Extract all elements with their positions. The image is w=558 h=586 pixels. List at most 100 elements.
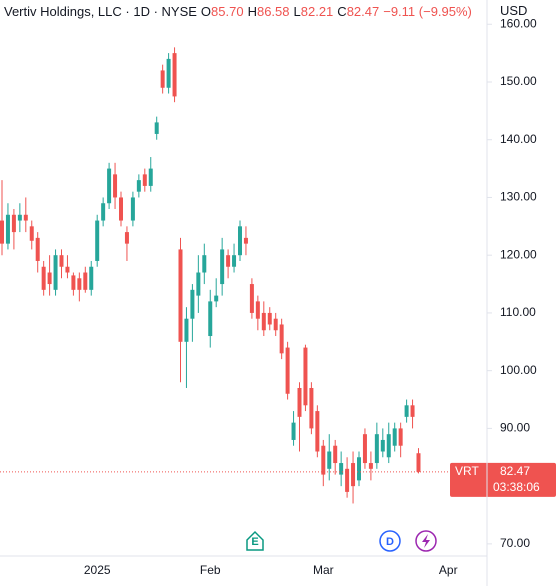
candle-body bbox=[220, 249, 225, 285]
candle-body bbox=[398, 428, 403, 446]
dividend-letter[interactable]: D bbox=[386, 536, 394, 548]
y-tick-label: 160.00 bbox=[500, 16, 537, 30]
price-tag-symbol: VRT bbox=[455, 464, 479, 478]
candle-body bbox=[202, 255, 207, 273]
candle-body bbox=[404, 405, 409, 417]
dividend-event[interactable]: D bbox=[379, 530, 401, 552]
x-tick-label: Mar bbox=[313, 563, 334, 577]
candle-body bbox=[113, 174, 118, 198]
legend-header: Vertiv Holdings, LLC · 1D · NYSE O85.70 … bbox=[4, 2, 472, 20]
candle-body bbox=[29, 226, 34, 241]
x-tick-label: Feb bbox=[200, 563, 221, 577]
x-tick-label: Apr bbox=[439, 563, 458, 577]
candle-body bbox=[184, 318, 189, 342]
candle-body bbox=[249, 284, 254, 313]
candle-body bbox=[226, 255, 231, 267]
candle-body bbox=[357, 457, 361, 481]
candle-body bbox=[380, 439, 385, 452]
candle-body bbox=[410, 405, 415, 417]
ohlc-key: C bbox=[337, 3, 347, 19]
candle-body bbox=[136, 180, 141, 192]
candle-body bbox=[83, 272, 88, 290]
price-tag-countdown: 03:38:06 bbox=[493, 480, 540, 494]
candle-body bbox=[232, 255, 237, 267]
ohlc-open: O85.70 bbox=[201, 4, 244, 19]
candle-body bbox=[315, 411, 320, 452]
candle-body bbox=[77, 278, 82, 290]
ohlc-value: 86.58 bbox=[256, 3, 290, 19]
ohlc-high: H86.58 bbox=[248, 4, 290, 19]
candle-body bbox=[89, 266, 94, 290]
candle-body bbox=[166, 58, 171, 88]
candle-body bbox=[35, 237, 40, 261]
candle-body bbox=[255, 301, 260, 319]
candle-body bbox=[392, 428, 397, 446]
candle-body bbox=[172, 53, 177, 97]
y-tick-label: 140.00 bbox=[500, 132, 537, 146]
y-tick-label: 150.00 bbox=[500, 74, 537, 88]
candle-body bbox=[267, 312, 272, 325]
currency[interactable]: USD bbox=[500, 3, 528, 18]
candle-body bbox=[23, 214, 28, 221]
candle-body bbox=[374, 434, 379, 464]
candle-body bbox=[368, 463, 373, 469]
x-tick-label: 2025 bbox=[84, 563, 111, 577]
candle-body bbox=[327, 451, 332, 469]
candle-body bbox=[95, 220, 100, 261]
candle-body bbox=[321, 445, 326, 475]
candle-body bbox=[160, 70, 165, 88]
ohlc-value: 82.21 bbox=[300, 3, 334, 19]
plot: 70.0080.0090.00100.00110.00120.00130.001… bbox=[0, 16, 556, 577]
candle-body bbox=[243, 237, 248, 244]
candle-body bbox=[285, 347, 290, 394]
candle-body bbox=[279, 324, 284, 354]
ohlc-key: H bbox=[247, 3, 257, 19]
candle-body bbox=[214, 295, 219, 302]
candle-body bbox=[101, 203, 106, 221]
earnings-icon[interactable] bbox=[246, 530, 264, 551]
ohlc-value: 85.70 bbox=[211, 3, 244, 19]
candle-body bbox=[148, 168, 153, 186]
change: −9.11 (−9.95%) bbox=[383, 3, 472, 19]
candle-body bbox=[130, 197, 135, 221]
candle-body bbox=[333, 445, 338, 464]
candle-body bbox=[5, 214, 10, 244]
y-tick-label: 90.00 bbox=[500, 421, 530, 435]
candle-body bbox=[273, 318, 278, 331]
candle-body bbox=[208, 301, 213, 337]
candle-body bbox=[142, 174, 147, 186]
candle-body bbox=[309, 387, 314, 429]
candle-body bbox=[190, 289, 195, 319]
y-tick-label: 130.00 bbox=[500, 190, 537, 204]
ohlc-close: C82.47 bbox=[337, 4, 379, 19]
price-tag bbox=[450, 462, 556, 497]
candle-body bbox=[362, 434, 367, 464]
y-tick-label: 120.00 bbox=[500, 247, 537, 261]
split-event[interactable] bbox=[415, 530, 437, 552]
candle-body bbox=[303, 347, 308, 406]
candle-body bbox=[11, 214, 16, 233]
candle-body bbox=[386, 434, 391, 458]
candle-body bbox=[196, 272, 201, 296]
candle-body bbox=[291, 422, 296, 440]
candle-body bbox=[416, 453, 421, 472]
candle-body bbox=[351, 463, 356, 487]
candle-body bbox=[238, 226, 242, 256]
earnings-event[interactable]: E bbox=[246, 530, 264, 551]
symbol-name: Vertiv Holdings, LLC · 1D · NYSE bbox=[4, 3, 197, 19]
lightning-icon bbox=[422, 534, 430, 548]
earnings-letter[interactable]: E bbox=[251, 536, 258, 548]
candle-body bbox=[124, 232, 129, 244]
candle-body bbox=[107, 168, 112, 204]
candle-body bbox=[41, 266, 46, 290]
candle-body bbox=[178, 249, 183, 342]
candle-body bbox=[17, 214, 22, 221]
candle-body bbox=[154, 122, 159, 134]
y-tick-label: 70.00 bbox=[500, 536, 530, 550]
price-tag-price: 82.47 bbox=[500, 464, 530, 478]
dividend-icon[interactable] bbox=[379, 530, 401, 552]
candle-body bbox=[0, 220, 4, 244]
candle-body bbox=[65, 266, 70, 273]
